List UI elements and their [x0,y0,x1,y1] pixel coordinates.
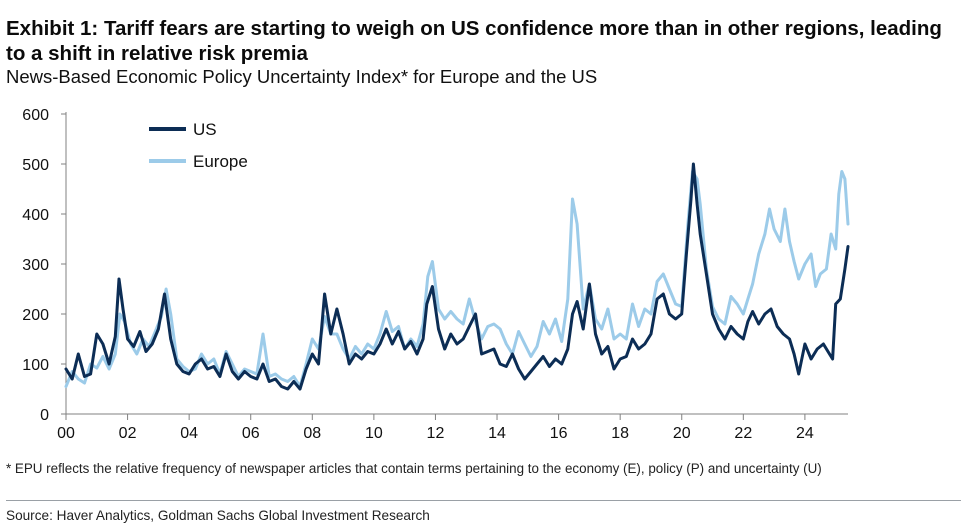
series-line-europe [64,170,850,388]
chart-legend: US Europe [149,120,248,171]
divider [6,500,961,501]
x-tick-label: 06 [242,425,260,442]
x-tick-label: 22 [734,425,752,442]
x-tick-label: 04 [180,425,198,442]
line-chart: 0 100 200 300 400 500 600 00 02 04 06 08 10 12 14 16 18 2… [22,107,850,442]
x-tick-label: 16 [550,425,568,442]
x-tick-label: 24 [796,425,814,442]
x-tick-label: 02 [119,425,137,442]
x-tick-label: 14 [488,425,506,442]
footnote: * EPU reflects the relative frequency of… [6,461,822,476]
x-tick-label: 10 [365,425,383,442]
y-tick-label: 500 [22,157,49,174]
x-tick-label: 20 [673,425,691,442]
y-tick-label: 400 [22,207,49,224]
x-tick-label: 00 [57,425,75,442]
y-tick-label: 0 [40,407,49,424]
x-tick-label: 18 [611,425,629,442]
chart-axes: 0 100 200 300 400 500 600 00 02 04 06 08 10 12 14 16 18 2… [22,107,848,442]
y-tick-label: 100 [22,357,49,374]
chart-title: Exhibit 1: Tariff fears are starting to … [6,17,942,65]
source-note: Source: Haver Analytics, Goldman Sachs G… [6,508,430,523]
x-tick-label: 08 [303,425,321,442]
y-tick-label: 600 [22,107,49,124]
legend-label-us: US [193,120,217,139]
y-tick-label: 300 [22,257,49,274]
chart-subtitle: News-Based Economic Policy Uncertainty I… [6,66,598,87]
x-tick-label: 12 [427,425,445,442]
legend-label-europe: Europe [193,152,248,171]
series-line-us [64,162,850,391]
y-tick-label: 200 [22,307,49,324]
series-layer [64,162,850,391]
